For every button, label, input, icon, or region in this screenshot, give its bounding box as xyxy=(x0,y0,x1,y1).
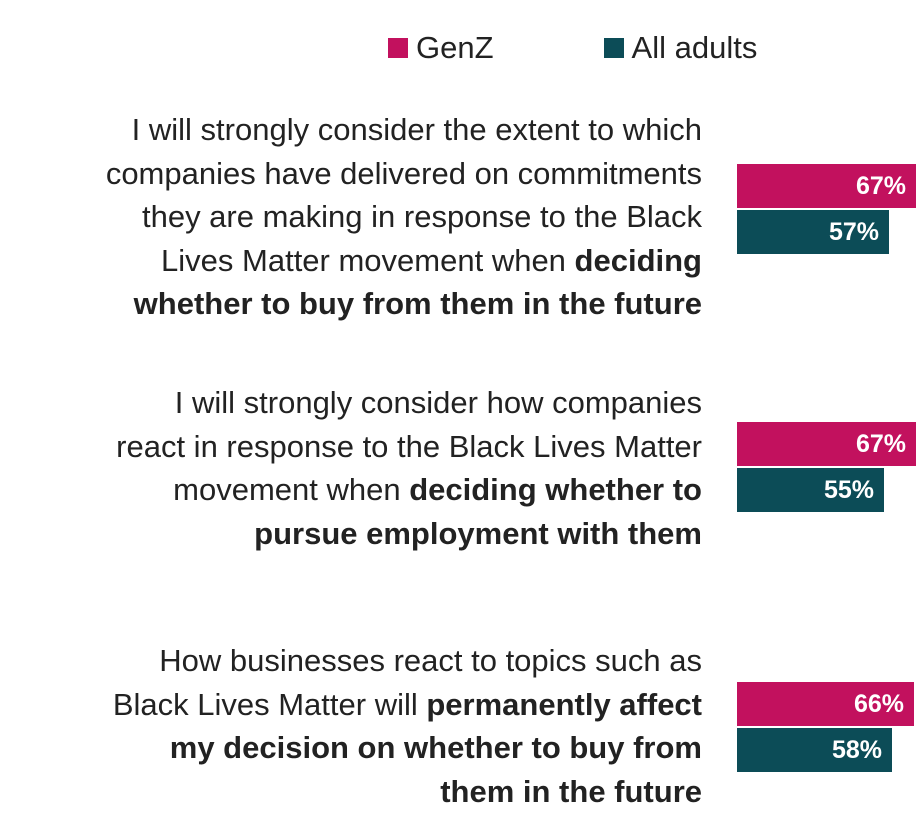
bar-genz-2: 67% xyxy=(737,422,916,466)
question-line: Black Lives Matter will permanently affe… xyxy=(113,683,702,727)
question-line: How businesses react to topics such as xyxy=(113,639,702,683)
bar-all-adults-3: 58% xyxy=(737,728,892,772)
chart-legend: GenZ All adults xyxy=(388,30,757,66)
question-line-regular: I will strongly consider the extent to w… xyxy=(131,112,702,147)
question-line: I will strongly consider the extent to w… xyxy=(106,108,702,152)
question-line: I will strongly consider how companies xyxy=(116,381,702,425)
legend-label-all-adults: All adults xyxy=(631,30,758,65)
question-line-bold: permanently affect xyxy=(426,686,702,722)
legend-item-genz: GenZ xyxy=(388,30,494,66)
question-line-bold: them in the future xyxy=(440,773,702,809)
legend-swatch-genz xyxy=(388,38,408,58)
question-line-bold: whether to buy from them in the future xyxy=(133,286,702,321)
bar-genz-3: 66% xyxy=(737,682,914,726)
question-line-regular: companies have delivered on commitments xyxy=(105,155,702,191)
question-line-regular: movement when xyxy=(173,472,410,507)
question-line: my decision on whether to buy from xyxy=(113,726,702,770)
bar-all-adults-2: 55% xyxy=(737,468,884,512)
bar-value-label: 57% xyxy=(828,217,879,246)
question-line-regular: How businesses react to topics such as xyxy=(159,643,702,678)
question-line-regular: I will strongly consider how companies xyxy=(174,385,702,420)
legend-item-all-adults: All adults xyxy=(603,30,758,66)
question-line: them in the future xyxy=(113,770,702,814)
question-line: pursue employment with them xyxy=(116,512,702,556)
question-line-regular: Black Lives Matter will xyxy=(112,686,427,722)
question-line-bold: pursue employment with them xyxy=(254,515,702,551)
question-line-bold: deciding whether to xyxy=(409,472,702,507)
bar-genz-1: 67% xyxy=(737,164,916,208)
bar-value-label: 66% xyxy=(853,689,904,718)
question-line: movement when deciding whether to xyxy=(116,468,702,512)
question-line: react in response to the Black Lives Mat… xyxy=(116,425,702,469)
question-line: whether to buy from them in the future xyxy=(106,282,702,326)
question-line-bold: deciding xyxy=(574,242,702,278)
question-text-3: How businesses react to topics such as Bl… xyxy=(113,639,702,813)
question-text-1: I will strongly consider the extent to w… xyxy=(106,108,702,326)
legend-swatch-all-adults xyxy=(603,38,624,58)
bar-all-adults-1: 57% xyxy=(737,210,889,254)
bar-value-label: 67% xyxy=(855,171,906,200)
question-line-bold: my decision on whether to buy from xyxy=(169,730,702,765)
legend-label-genz: GenZ xyxy=(416,30,494,65)
question-line-regular: they are making in response to the Black xyxy=(141,199,702,234)
bar-value-label: 55% xyxy=(823,475,874,504)
question-line: they are making in response to the Black xyxy=(106,195,702,239)
question-line-regular: react in response to the Black Lives Mat… xyxy=(116,428,702,464)
question-line-regular: Lives Matter movement when xyxy=(161,242,575,278)
question-line: companies have delivered on commitments xyxy=(106,152,702,196)
question-text-2: I will strongly consider how companies re… xyxy=(116,381,702,555)
bar-value-label: 58% xyxy=(831,735,882,764)
bar-value-label: 67% xyxy=(855,429,906,458)
question-line: Lives Matter movement when deciding xyxy=(106,239,702,283)
